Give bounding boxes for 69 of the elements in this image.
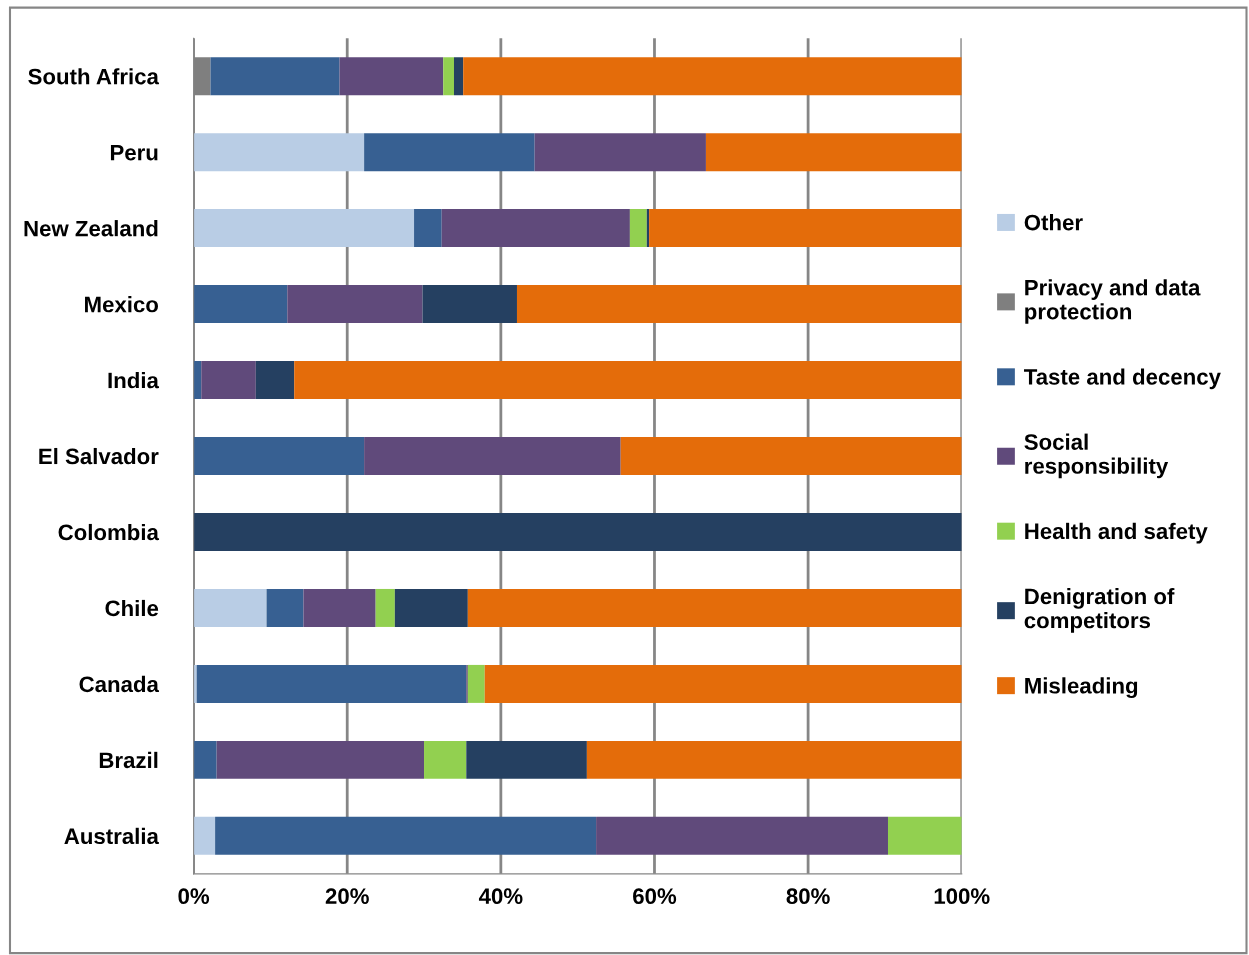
bar bbox=[193, 816, 216, 855]
bar bbox=[287, 285, 423, 324]
bar bbox=[193, 209, 415, 248]
bar bbox=[193, 588, 267, 627]
bar bbox=[394, 588, 468, 627]
bar bbox=[484, 664, 962, 703]
y-tick-label: New Zealand bbox=[24, 220, 158, 237]
bar bbox=[294, 361, 962, 400]
x-tick-label: 40% bbox=[478, 888, 523, 905]
bar bbox=[441, 209, 630, 248]
legend-label: Denigration of competitors bbox=[1024, 587, 1175, 633]
bar bbox=[255, 361, 295, 400]
bar bbox=[196, 664, 467, 703]
bar bbox=[466, 740, 587, 779]
bar bbox=[596, 816, 888, 855]
bar bbox=[193, 285, 288, 324]
bar bbox=[534, 133, 706, 172]
x-tick-label: 60% bbox=[633, 888, 677, 905]
bar bbox=[422, 285, 517, 324]
bar bbox=[193, 512, 962, 551]
y-tick-label: El Salvador bbox=[39, 447, 159, 465]
legend-label: Social responsibility bbox=[1024, 433, 1169, 479]
y-tick-label: India bbox=[108, 371, 160, 389]
bar bbox=[453, 57, 464, 96]
bar bbox=[216, 740, 425, 779]
x-tick-label: 80% bbox=[786, 888, 830, 905]
legend-label: Misleading bbox=[1025, 677, 1138, 699]
y-tick-label: Chile bbox=[105, 599, 159, 617]
bar bbox=[516, 285, 962, 324]
bar bbox=[193, 437, 365, 475]
bar bbox=[266, 588, 304, 627]
bar bbox=[193, 664, 197, 703]
x-tick-label: 20% bbox=[325, 888, 369, 905]
bar bbox=[339, 57, 444, 96]
y-tick-label: Australia bbox=[64, 827, 160, 845]
bar bbox=[620, 437, 962, 475]
bar bbox=[467, 664, 485, 703]
bar bbox=[210, 57, 340, 96]
bar bbox=[364, 133, 535, 172]
bar bbox=[424, 740, 467, 779]
y-tick-label: Canada bbox=[79, 675, 160, 693]
bar bbox=[443, 57, 454, 96]
bar bbox=[201, 361, 256, 400]
bar bbox=[467, 588, 962, 627]
bar bbox=[414, 209, 442, 248]
y-tick-label: South Africa bbox=[28, 68, 160, 85]
bar bbox=[705, 133, 962, 172]
bar bbox=[193, 361, 202, 400]
bar bbox=[215, 816, 597, 855]
legend-label: Taste and decency bbox=[1024, 368, 1221, 390]
bar bbox=[887, 816, 962, 855]
bar bbox=[193, 740, 217, 779]
bar bbox=[586, 740, 962, 779]
legend-label: Health and safety bbox=[1025, 522, 1208, 544]
bar bbox=[629, 209, 647, 248]
x-tick-label: 0% bbox=[178, 888, 210, 905]
y-tick-label: Colombia bbox=[58, 523, 160, 541]
legend-label: Privacy and data protection bbox=[1025, 279, 1201, 324]
bar bbox=[375, 588, 395, 627]
y-tick-label: Peru bbox=[110, 144, 158, 161]
bar bbox=[193, 133, 365, 172]
bar bbox=[303, 588, 376, 627]
x-tick-label: 100% bbox=[934, 888, 990, 905]
bar bbox=[364, 437, 621, 475]
y-tick-label: Mexico bbox=[85, 296, 159, 313]
y-tick-label: Brazil bbox=[99, 751, 158, 769]
bar bbox=[649, 209, 962, 248]
legend-label: Other bbox=[1024, 214, 1083, 231]
bar bbox=[463, 57, 962, 96]
